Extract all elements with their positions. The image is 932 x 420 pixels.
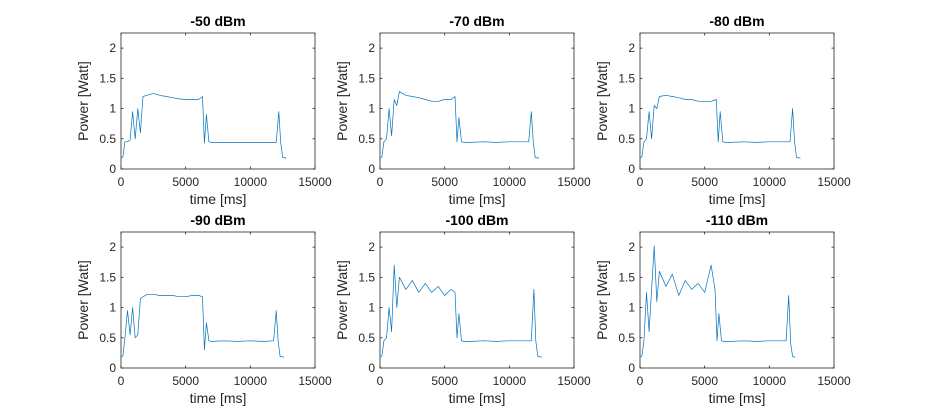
power-series-line [120, 293, 285, 358]
y-tick-label: 0 [109, 361, 116, 375]
x-axis-label: time [ms] [709, 191, 766, 207]
y-tick-label: 1 [109, 102, 116, 116]
x-tick-label: 0 [637, 374, 644, 388]
x-axis-label: time [ms] [190, 191, 247, 207]
y-tick-label: 2 [628, 41, 635, 55]
x-tick-label: 10000 [234, 175, 268, 189]
y-tick-label: 1.5 [99, 270, 116, 284]
y-tick-label: 2 [109, 41, 116, 55]
x-tick-label: 5000 [172, 175, 199, 189]
x-tick-label: 5000 [691, 374, 718, 388]
subplot-title: -90 dBm [190, 212, 245, 228]
y-axis-label: Power [Watt] [594, 260, 610, 340]
subplot-6: -110 dBm 0 5000 10000 15000 0 0.5 1 1.5 2 time [ms… [594, 212, 851, 406]
y-tick-label: 1.5 [358, 71, 375, 85]
x-tick-label: 15000 [817, 175, 851, 189]
y-tick-label: 0.5 [618, 331, 635, 345]
x-axis-label: time [ms] [449, 191, 506, 207]
y-tick-label: 1 [628, 102, 635, 116]
subplot-title: -50 dBm [190, 13, 245, 29]
x-tick-label: 5000 [431, 175, 458, 189]
y-axis-label: Power [Watt] [594, 61, 610, 141]
x-tick-label: 15000 [817, 374, 851, 388]
power-series-line [639, 245, 796, 358]
subplot-title: -110 dBm [706, 212, 768, 228]
axes-frame [379, 32, 575, 170]
subplot-4: -90 dBm 0 5000 10000 15000 0 0.5 1 1.5 2 time [ms]… [75, 212, 332, 406]
x-tick-label: 15000 [298, 175, 332, 189]
y-tick-label: 2 [368, 240, 375, 254]
power-series-line [379, 264, 542, 358]
y-tick-label: 2 [109, 240, 116, 254]
y-tick-label: 1.5 [358, 270, 375, 284]
power-series-line [120, 93, 287, 159]
y-axis-label: Power [Watt] [75, 260, 91, 340]
power-series-line [639, 94, 801, 159]
x-tick-label: 5000 [691, 175, 718, 189]
y-axis-label: Power [Watt] [75, 61, 91, 141]
x-tick-label: 10000 [493, 374, 527, 388]
x-tick-label: 0 [118, 175, 125, 189]
y-tick-label: 1.5 [618, 71, 635, 85]
y-tick-label: 1 [628, 301, 635, 315]
x-tick-label: 0 [377, 175, 384, 189]
x-tick-label: 10000 [753, 374, 787, 388]
y-tick-label: 0 [109, 162, 116, 176]
y-tick-label: 0.5 [358, 331, 375, 345]
subplot-title: -70 dBm [449, 13, 504, 29]
x-tick-label: 15000 [557, 374, 591, 388]
subplot-1: -50 dBm 0 5000 10000 15000 0 0.5 1 1.5 2 time [ms]… [75, 13, 332, 207]
axes-frame [120, 32, 316, 170]
x-tick-label: 10000 [493, 175, 527, 189]
y-tick-label: 0 [628, 162, 635, 176]
x-tick-label: 10000 [753, 175, 787, 189]
y-tick-label: 1 [109, 301, 116, 315]
y-tick-label: 2 [628, 240, 635, 254]
y-tick-label: 0 [368, 361, 375, 375]
subplot-3: -80 dBm 0 5000 10000 15000 0 0.5 1 1.5 2 time [ms]… [594, 13, 851, 207]
y-tick-label: 0.5 [99, 132, 116, 146]
y-tick-label: 0 [628, 361, 635, 375]
subplot-title: -100 dBm [445, 212, 508, 228]
y-axis-label: Power [Watt] [334, 61, 350, 141]
y-tick-label: 2 [368, 41, 375, 55]
axes-frame [120, 231, 316, 369]
x-tick-label: 10000 [234, 374, 268, 388]
y-tick-label: 1 [368, 301, 375, 315]
axes-frame [639, 231, 835, 369]
power-series-line [379, 91, 540, 159]
x-axis-label: time [ms] [709, 390, 766, 406]
y-tick-label: 1 [368, 102, 375, 116]
x-tick-label: 0 [377, 374, 384, 388]
x-tick-label: 0 [118, 374, 125, 388]
x-axis-label: time [ms] [190, 390, 247, 406]
y-axis-label: Power [Watt] [334, 260, 350, 340]
x-axis-label: time [ms] [449, 390, 506, 406]
x-tick-label: 5000 [431, 374, 458, 388]
subplot-title: -80 dBm [709, 13, 764, 29]
y-tick-label: 1.5 [99, 71, 116, 85]
y-tick-label: 0 [368, 162, 375, 176]
y-tick-label: 0.5 [358, 132, 375, 146]
y-tick-label: 1.5 [618, 270, 635, 284]
y-tick-label: 0.5 [99, 331, 116, 345]
x-tick-label: 5000 [172, 374, 199, 388]
axes-frame [379, 231, 575, 369]
subplot-5: -100 dBm 0 5000 10000 15000 0 0.5 1 1.5 2 time [ms… [334, 212, 591, 406]
axes-frame [639, 32, 835, 170]
x-tick-label: 15000 [298, 374, 332, 388]
y-tick-label: 0.5 [618, 132, 635, 146]
subplot-2: -70 dBm 0 5000 10000 15000 0 0.5 1 1.5 2 time [ms]… [334, 13, 591, 207]
x-tick-label: 15000 [557, 175, 591, 189]
x-tick-label: 0 [637, 175, 644, 189]
